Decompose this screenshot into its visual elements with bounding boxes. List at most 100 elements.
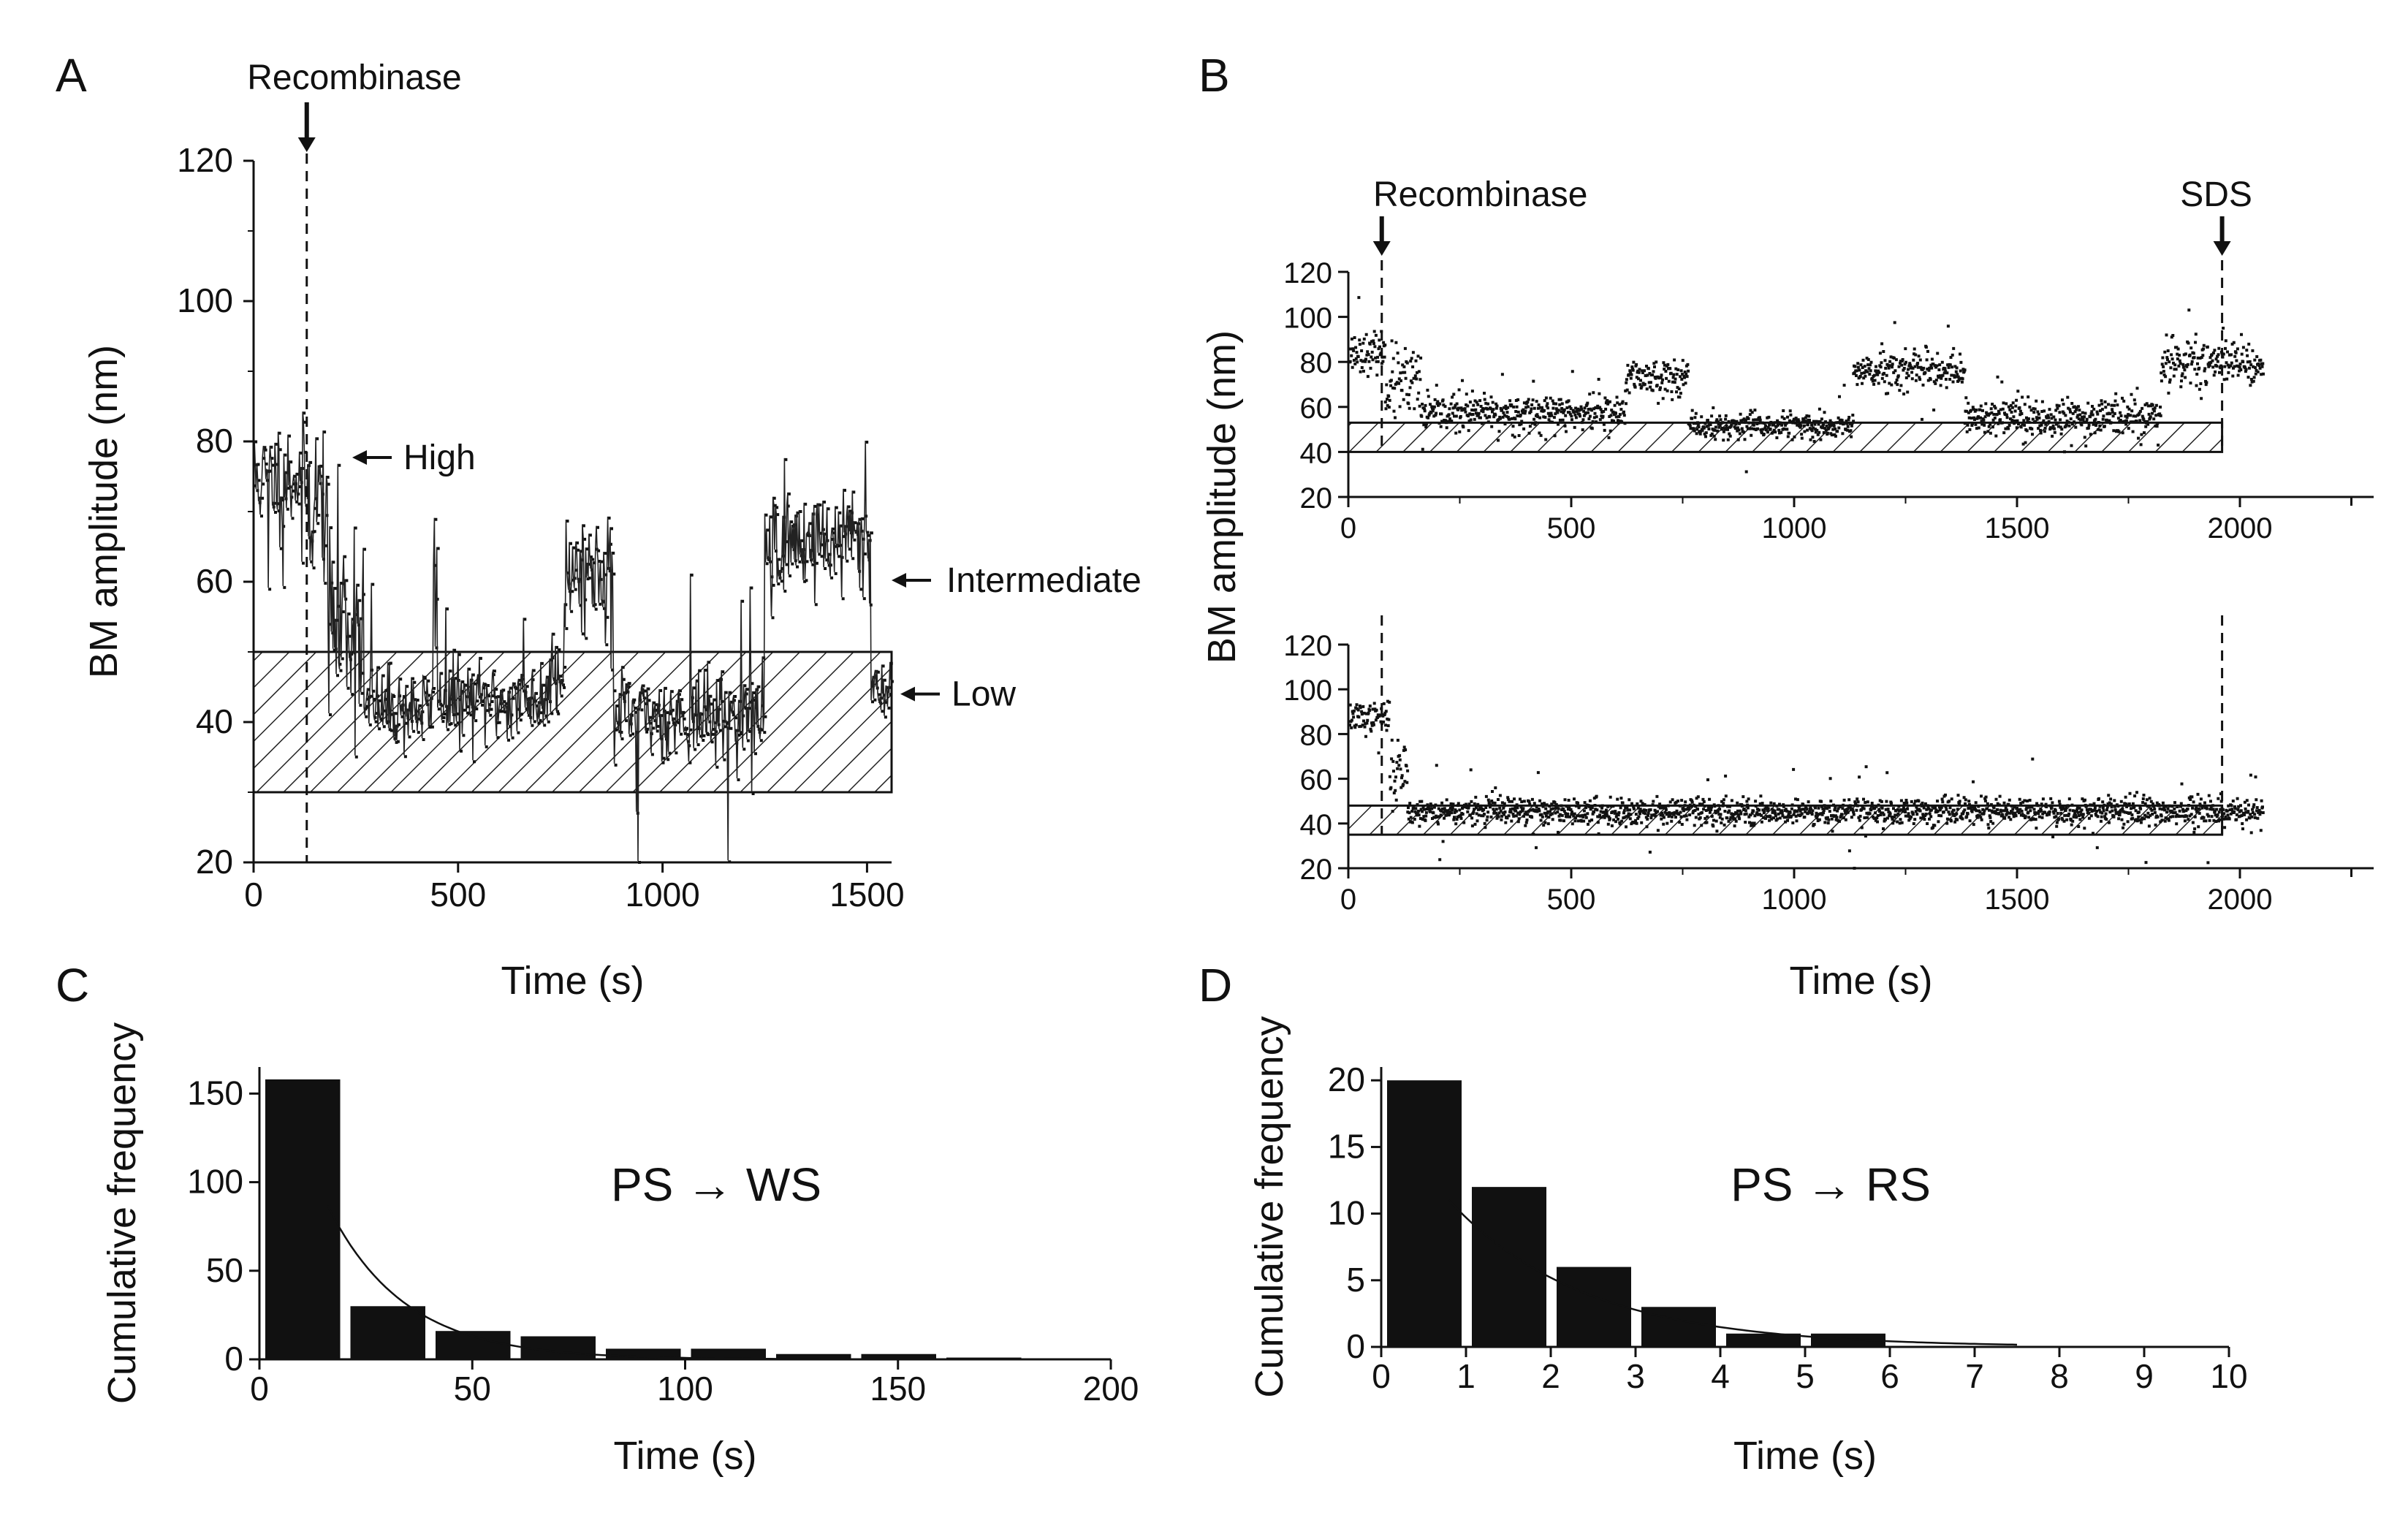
y-tick-label: 40 <box>1300 809 1333 841</box>
panel-label-d: D <box>1199 959 1232 1011</box>
y-tick-label: 20 <box>196 843 233 881</box>
x-tick-label: 1000 <box>1762 512 1827 544</box>
transition-annotation: PS → WS <box>611 1158 821 1211</box>
x-tick-label: 0 <box>250 1370 269 1408</box>
sds-label: SDS <box>2180 175 2252 214</box>
y-tick-label: 80 <box>1300 347 1333 379</box>
x-tick-label: 1500 <box>829 876 904 914</box>
panel-c-plot: 0 50 100 150 0 50 100 150 200 Time (s) Cumulative … <box>56 959 1139 1478</box>
y-tick-label: 10 <box>1328 1194 1365 1232</box>
bar-6 <box>776 1353 851 1359</box>
event-arrow-1-head <box>2213 241 2231 256</box>
y-tick-label: 120 <box>177 141 233 179</box>
x-tick-label: 500 <box>430 876 486 914</box>
bar-4 <box>1726 1333 1801 1347</box>
x-tick-label: 4 <box>1711 1357 1730 1395</box>
panel-label-b: B <box>1199 49 1230 102</box>
bar-0 <box>265 1079 341 1359</box>
y-tick-label: 120 <box>1283 630 1332 662</box>
x-tick-label: 0 <box>1372 1357 1391 1395</box>
event-arrow-0-head <box>1372 241 1391 256</box>
data-points <box>1348 699 2265 870</box>
x-tick-label: 0 <box>1340 512 1356 544</box>
y-tick-label: 100 <box>177 281 233 319</box>
exponential-fit-curve <box>327 1204 1026 1361</box>
y-tick-label: 20 <box>1300 854 1333 886</box>
y-tick-label: 20 <box>1328 1060 1365 1098</box>
bar-3 <box>1641 1307 1716 1347</box>
x-tick-label: 500 <box>1547 884 1596 916</box>
y-tick-label: 100 <box>187 1163 243 1201</box>
panel-d-plot: 0 5 10 15 20 0 1 2 3 4 5 6 7 8 9 10 Time (s) Cumulative f… <box>1199 959 2248 1478</box>
bar-3 <box>520 1336 596 1359</box>
bar-7 <box>861 1353 936 1359</box>
data-points <box>254 411 894 864</box>
high-arrow-head <box>352 450 367 465</box>
bar-5 <box>1811 1333 1885 1347</box>
hatched-band <box>252 650 893 794</box>
y-tick-label: 50 <box>206 1251 243 1289</box>
x-axis-title: Time (s) <box>1733 1434 1877 1478</box>
x-tick-label: 5 <box>1796 1357 1815 1395</box>
recombinase-arrow-head <box>297 137 316 152</box>
transition-annotation: PS → RS <box>1731 1158 1931 1211</box>
y-tick-label: 20 <box>1300 482 1333 515</box>
bar-0 <box>1387 1080 1462 1347</box>
y-tick-label: 100 <box>1283 675 1332 707</box>
x-axis-title: Time (s) <box>501 959 645 1003</box>
x-tick-label: 1000 <box>1762 884 1827 916</box>
panel-label-c: C <box>56 959 89 1011</box>
x-tick-label: 150 <box>870 1370 926 1408</box>
y-tick-label: 40 <box>1300 437 1333 469</box>
x-tick-label: 0 <box>1340 884 1356 916</box>
bar-5 <box>691 1348 766 1359</box>
recombinase-label: Recombinase <box>247 58 461 97</box>
x-tick-label: 50 <box>454 1370 491 1408</box>
bar-1 <box>350 1306 425 1359</box>
x-tick-label: 7 <box>1965 1357 1984 1395</box>
y-tick-label: 60 <box>1300 392 1333 425</box>
x-tick-label: 8 <box>2050 1357 2069 1395</box>
y-tick-label: 150 <box>187 1074 243 1112</box>
y-tick-label: 15 <box>1328 1127 1365 1165</box>
y-tick-label: 5 <box>1346 1261 1365 1299</box>
x-tick-label: 10 <box>2210 1357 2247 1395</box>
panel-label-a: A <box>56 49 87 102</box>
y-tick-label: 60 <box>196 562 233 600</box>
x-tick-label: 6 <box>1880 1357 1899 1395</box>
x-tick-label: 2000 <box>2208 884 2273 916</box>
x-tick-label: 2000 <box>2208 512 2273 544</box>
y-axis-title: Cumulative frequency <box>1247 1016 1291 1397</box>
y-tick-label: 80 <box>1300 719 1333 751</box>
bar-2 <box>1557 1267 1631 1347</box>
intermediate-arrow-head <box>892 573 906 588</box>
x-tick-label: 500 <box>1547 512 1596 544</box>
bar-2 <box>436 1331 511 1359</box>
low-label: Low <box>952 675 1016 714</box>
exponential-fit-curve <box>1448 1199 2018 1346</box>
y-axis-title: Cumulative frequency <box>100 1022 144 1404</box>
x-tick-label: 200 <box>1083 1370 1139 1408</box>
x-tick-label: 100 <box>657 1370 713 1408</box>
x-tick-label: 9 <box>2135 1357 2154 1395</box>
y-tick-label: 40 <box>196 702 233 740</box>
low-arrow-head <box>900 686 915 702</box>
recombinase-label-b: Recombinase <box>1373 175 1587 214</box>
x-tick-label: 1000 <box>625 876 699 914</box>
hatched-band <box>1347 421 2224 453</box>
x-tick-label: 1500 <box>1985 884 2050 916</box>
y-tick-label: 0 <box>1346 1327 1365 1365</box>
x-tick-label: 1500 <box>1985 512 2050 544</box>
y-tick-label: 0 <box>224 1340 243 1378</box>
y-tick-label: 80 <box>196 422 233 460</box>
x-axis-title: Time (s) <box>1790 959 1933 1003</box>
panel-b-top-plot: 20 40 60 80 100 120 0 500 1000 1500 2000 Recombinas… <box>1199 49 2374 544</box>
x-axis-title: Time (s) <box>614 1434 757 1478</box>
y-tick-label: 120 <box>1283 257 1332 289</box>
x-tick-label: 2 <box>1541 1357 1560 1395</box>
bar-1 <box>1472 1187 1546 1347</box>
y-tick-label: 60 <box>1300 764 1333 797</box>
panel-b-bottom-plot: 20 40 60 80 100 120 0 500 1000 1500 2000 Time (s) BM… <box>1200 330 2374 1003</box>
intermediate-label: Intermediate <box>946 561 1142 600</box>
